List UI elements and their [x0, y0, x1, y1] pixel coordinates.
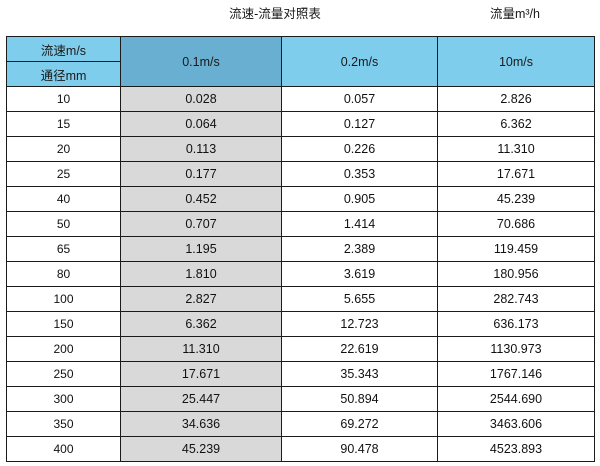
cell-diameter: 250	[6, 361, 121, 387]
header-column-0.2ms: 0.2m/s	[281, 36, 438, 87]
cell-diameter: 10	[6, 86, 121, 112]
cell-flow-10ms: 2544.690	[437, 386, 595, 412]
table-row: 200 11.310 22.619 1130.973	[6, 336, 595, 362]
header-diameter-label: 通径mm	[6, 61, 121, 87]
table-row: 350 34.636 69.272 3463.606	[6, 411, 595, 437]
cell-flow-10ms: 17.671	[437, 161, 595, 187]
cell-diameter: 20	[6, 136, 121, 162]
cell-diameter: 25	[6, 161, 121, 187]
table-row: 80 1.810 3.619 180.956	[6, 261, 595, 287]
cell-diameter: 150	[6, 311, 121, 337]
cell-flow-0.2ms: 0.905	[281, 186, 438, 212]
cell-flow-0.1ms: 6.362	[120, 311, 282, 337]
header-row-bottom: 通径mm	[6, 61, 595, 87]
cell-diameter: 350	[6, 411, 121, 437]
flow-comparison-table: 流速m/s 0.1m/s 0.2m/s 10m/s 通径mm 10 0.028 0.…	[6, 36, 595, 462]
cell-flow-0.1ms: 0.177	[120, 161, 282, 187]
cell-flow-0.1ms: 2.827	[120, 286, 282, 312]
cell-flow-10ms: 1130.973	[437, 336, 595, 362]
flow-unit-label: 流量m³/h	[489, 7, 540, 21]
cell-flow-0.1ms: 0.064	[120, 111, 282, 137]
table-row: 25 0.177 0.353 17.671	[6, 161, 595, 187]
cell-flow-10ms: 70.686	[437, 211, 595, 237]
cell-flow-10ms: 6.362	[437, 111, 595, 137]
table-header: 流速m/s 0.1m/s 0.2m/s 10m/s 通径mm	[6, 36, 595, 87]
table-row: 50 0.707 1.414 70.686	[6, 211, 595, 237]
cell-flow-10ms: 282.743	[437, 286, 595, 312]
cell-flow-10ms: 180.956	[437, 261, 595, 287]
cell-flow-0.2ms: 0.057	[281, 86, 438, 112]
cell-flow-0.2ms: 12.723	[281, 311, 438, 337]
table-row: 40 0.452 0.905 45.239	[6, 186, 595, 212]
table-row: 150 6.362 12.723 636.173	[6, 311, 595, 337]
cell-flow-0.2ms: 22.619	[281, 336, 438, 362]
cell-flow-0.1ms: 34.636	[120, 411, 282, 437]
cell-flow-0.2ms: 1.414	[281, 211, 438, 237]
cell-flow-0.1ms: 0.113	[120, 136, 282, 162]
cell-flow-0.2ms: 69.272	[281, 411, 438, 437]
cell-flow-10ms: 4523.893	[437, 436, 595, 462]
cell-flow-0.1ms: 45.239	[120, 436, 282, 462]
cell-flow-10ms: 45.239	[437, 186, 595, 212]
cell-flow-10ms: 11.310	[437, 136, 595, 162]
cell-diameter: 50	[6, 211, 121, 237]
table-row: 15 0.064 0.127 6.362	[6, 111, 595, 137]
table-row: 100 2.827 5.655 282.743	[6, 286, 595, 312]
header-column-0.1ms: 0.1m/s	[120, 36, 282, 87]
cell-flow-0.2ms: 0.127	[281, 111, 438, 137]
cell-diameter: 80	[6, 261, 121, 287]
cell-flow-10ms: 3463.606	[437, 411, 595, 437]
cell-diameter: 40	[6, 186, 121, 212]
cell-flow-0.2ms: 5.655	[281, 286, 438, 312]
table-row: 400 45.239 90.478 4523.893	[6, 436, 595, 462]
cell-flow-0.1ms: 0.707	[120, 211, 282, 237]
table-row: 10 0.028 0.057 2.826	[6, 86, 595, 112]
cell-flow-0.1ms: 25.447	[120, 386, 282, 412]
table-row: 65 1.195 2.389 119.459	[6, 236, 595, 262]
cell-flow-0.1ms: 17.671	[120, 361, 282, 387]
table-title: 流速-流量对照表	[229, 7, 321, 21]
caption-row: 流速-流量对照表 流量m³/h	[0, 0, 600, 36]
cell-flow-10ms: 1767.146	[437, 361, 595, 387]
cell-flow-0.2ms: 90.478	[281, 436, 438, 462]
cell-flow-0.1ms: 0.452	[120, 186, 282, 212]
cell-flow-0.2ms: 0.226	[281, 136, 438, 162]
cell-flow-10ms: 2.826	[437, 86, 595, 112]
table-body: 10 0.028 0.057 2.826 15 0.064 0.127 6.362 20 0.11…	[6, 86, 595, 462]
cell-flow-10ms: 636.173	[437, 311, 595, 337]
cell-flow-0.2ms: 50.894	[281, 386, 438, 412]
table-row: 250 17.671 35.343 1767.146	[6, 361, 595, 387]
header-velocity-label: 流速m/s	[6, 36, 121, 62]
cell-flow-0.2ms: 35.343	[281, 361, 438, 387]
header-column-10ms: 10m/s	[437, 36, 595, 87]
cell-diameter: 15	[6, 111, 121, 137]
header-row-top: 流速m/s 0.1m/s 0.2m/s 10m/s	[6, 36, 595, 87]
cell-flow-0.1ms: 11.310	[120, 336, 282, 362]
cell-flow-0.1ms: 1.195	[120, 236, 282, 262]
cell-flow-10ms: 119.459	[437, 236, 595, 262]
table-row: 20 0.113 0.226 11.310	[6, 136, 595, 162]
cell-flow-0.1ms: 0.028	[120, 86, 282, 112]
cell-flow-0.2ms: 2.389	[281, 236, 438, 262]
cell-diameter: 200	[6, 336, 121, 362]
cell-flow-0.2ms: 3.619	[281, 261, 438, 287]
flow-table-wrapper: 流速m/s 0.1m/s 0.2m/s 10m/s 通径mm 10 0.028 0.…	[6, 36, 595, 462]
cell-flow-0.1ms: 1.810	[120, 261, 282, 287]
cell-diameter: 65	[6, 236, 121, 262]
table-row: 300 25.447 50.894 2544.690	[6, 386, 595, 412]
cell-diameter: 400	[6, 436, 121, 462]
cell-flow-0.2ms: 0.353	[281, 161, 438, 187]
cell-diameter: 300	[6, 386, 121, 412]
cell-diameter: 100	[6, 286, 121, 312]
